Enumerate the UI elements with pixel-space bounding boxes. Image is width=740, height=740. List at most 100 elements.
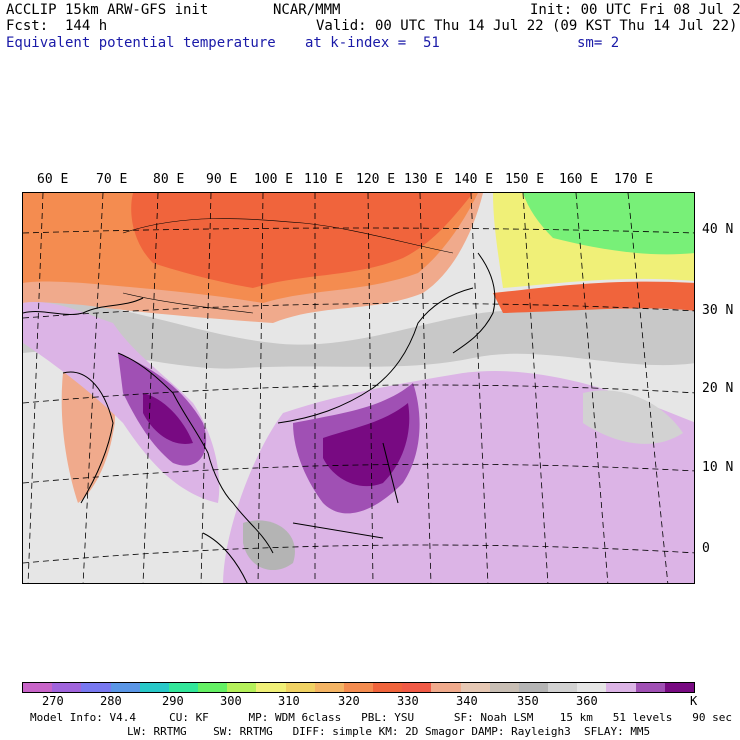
meridian-line [367, 193, 374, 583]
meridian-line [522, 193, 549, 583]
colorbar-segment [23, 683, 53, 692]
lat-label: 10 N [702, 460, 734, 475]
colorbar-tick: 300 [220, 694, 242, 708]
meridian-line [82, 193, 104, 583]
border-mongolia [122, 218, 454, 254]
lon-label: 170 E [614, 172, 654, 187]
colorbar-segment [664, 683, 694, 692]
init-time: Init: 00 UTC Fri 08 Jul 22 [530, 2, 740, 18]
lon-label: 60 E [37, 172, 69, 187]
lat-label: 40 N [702, 222, 734, 237]
lon-label: 120 E [356, 172, 396, 187]
border-himalaya [122, 292, 254, 314]
colorbar-segment [431, 683, 461, 692]
valid-time: Valid: 00 UTC Thu 14 Jul 22 (09 KST Thu … [316, 18, 738, 34]
borders [122, 218, 454, 314]
colorbar-segment [227, 683, 257, 692]
coastlines [23, 252, 496, 583]
green-zone [523, 193, 694, 255]
colorbar-segment [373, 683, 403, 692]
colorbar-unit: K [690, 694, 698, 708]
colorbar-tick: 350 [517, 694, 539, 708]
colorbar-segment [52, 683, 82, 692]
theta-e-map [22, 192, 695, 584]
coastline-india [62, 371, 114, 504]
colorbar-segment [198, 683, 228, 692]
colorbar-tick: 340 [456, 694, 478, 708]
model-info-line2: LW: RRTMG SW: RRTMG DIFF: simple KM: 2D … [127, 725, 651, 738]
coastline-china [277, 287, 474, 424]
lon-label: 150 E [505, 172, 545, 187]
colorbar-segment [460, 683, 490, 692]
gray-band [23, 301, 694, 369]
map-canvas [23, 193, 694, 583]
colorbar-segment [402, 683, 432, 692]
colorbar-tick: 280 [100, 694, 122, 708]
meridian-line [575, 193, 609, 583]
colorbar-tick: 270 [42, 694, 64, 708]
lon-label: 90 E [206, 172, 238, 187]
coastline-philippines [382, 442, 399, 504]
colorbar-tick: 310 [278, 694, 300, 708]
graticule [23, 193, 694, 583]
meridian-line [27, 193, 44, 583]
colorbar-segment [285, 683, 315, 692]
parallel-line [23, 303, 694, 319]
india-salmon [61, 371, 115, 503]
red-zone [131, 193, 473, 288]
coastline-sumatra [202, 532, 248, 583]
meridian-line [627, 193, 669, 583]
model-info-line1: Model Info: V4.4 CU: KF MP: WDM 6class P… [30, 711, 732, 724]
colorbar-segment [548, 683, 578, 692]
coastline-bay [117, 352, 234, 504]
coastline-borneo [292, 522, 384, 539]
meridian-line [419, 193, 432, 583]
colorbar-tick: 360 [576, 694, 598, 708]
colorbar-segment [139, 683, 169, 692]
lon-label: 140 E [454, 172, 494, 187]
colorbar-segment [314, 683, 344, 692]
colorbar-segment [110, 683, 140, 692]
coastline-west [23, 297, 144, 315]
lat-label: 20 N [702, 381, 734, 396]
field-name: Equivalent potential temperature [6, 35, 276, 51]
colorbar-segment [343, 683, 374, 692]
colorbar-segment [606, 683, 636, 692]
lat-label: 0 [702, 541, 710, 556]
coastline-korea-japan [452, 252, 496, 354]
colorbar-tick: 320 [338, 694, 360, 708]
colorbar [22, 682, 695, 693]
smoothing-label: sm= 2 [577, 35, 620, 51]
lat-label: 30 N [702, 303, 734, 318]
parallel-line [23, 384, 694, 404]
colorbar-tick: 290 [162, 694, 184, 708]
coastline-malaya [232, 502, 274, 554]
colorbar-segment [635, 683, 665, 692]
level-index: at k-index = 51 [305, 35, 440, 51]
lon-label: 130 E [404, 172, 444, 187]
model-title: ACCLIP 15km ARW-GFS init [6, 2, 209, 18]
lon-label: 100 E [254, 172, 294, 187]
org-label: NCAR/MMM [273, 2, 341, 18]
forecast-hour: Fcst: 144 h [6, 18, 108, 34]
colorbar-segment [489, 683, 519, 692]
colorbar-segment [168, 683, 199, 692]
lon-label: 110 E [304, 172, 344, 187]
parallel-line [23, 227, 694, 234]
parallel-line [23, 463, 694, 484]
purple-dark-bay [143, 393, 193, 444]
lon-label: 80 E [153, 172, 185, 187]
parallel-line [23, 544, 694, 564]
meridian-line [142, 193, 159, 583]
meridian-line [257, 193, 264, 583]
colorbar-segment [577, 683, 607, 692]
lon-label: 70 E [96, 172, 128, 187]
meridian-line [200, 193, 212, 583]
gray-patch [583, 390, 683, 444]
lon-label: 160 E [559, 172, 599, 187]
colorbar-segment [81, 683, 111, 692]
meridian-line [470, 193, 489, 583]
colorbar-segment [256, 683, 286, 692]
colorbar-tick: 330 [397, 694, 419, 708]
colorbar-segment [518, 683, 549, 692]
